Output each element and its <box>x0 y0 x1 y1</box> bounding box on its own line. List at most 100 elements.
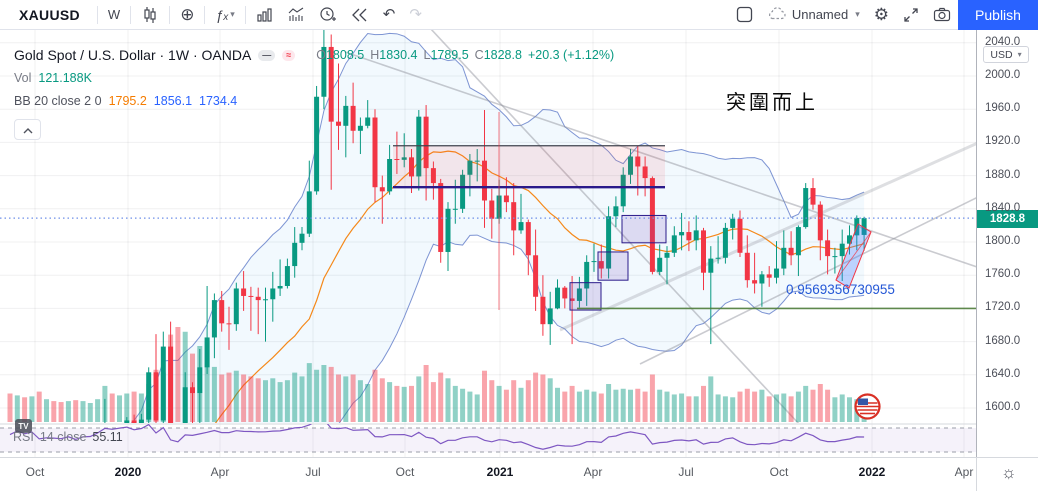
price-tick-label: 1640.0 <box>985 367 1021 380</box>
replay-button[interactable] <box>344 1 376 29</box>
bb-upper-value: 1856.1 <box>153 94 193 108</box>
tradingview-watermark: TV <box>15 419 32 433</box>
ohlc-values: O1808.5 H1830.4 L1789.5 C1828.8 +20.3 (+… <box>316 48 614 62</box>
interval-button[interactable]: W <box>107 7 121 22</box>
time-tick-label: Jul <box>678 465 694 479</box>
candle-style-button[interactable] <box>134 1 166 29</box>
bb-legend[interactable]: BB 20 close 2 0 1795.2 1856.1 1734.4 <box>14 94 237 108</box>
price-tick-label: 2040.0 <box>985 35 1021 48</box>
rsi-label: RSI <box>13 430 34 444</box>
layout-name-label: Unnamed <box>791 7 849 22</box>
high-label: H <box>370 48 380 62</box>
alert-button[interactable] <box>312 1 344 29</box>
us-flag-event-icon[interactable] <box>854 393 881 425</box>
cloud-icon <box>767 6 787 23</box>
chevron-up-icon <box>23 121 33 139</box>
publish-button[interactable]: Publish <box>958 0 1038 30</box>
toolbar-right-group: Unnamed ▾ ⚙ Pub <box>729 0 1038 30</box>
price-tick-label: 1760.0 <box>985 268 1021 281</box>
compare-plus-icon: ⊕ <box>180 5 195 24</box>
gear-icon: ⚙ <box>873 5 889 24</box>
compare-button[interactable]: ⊕ <box>173 1 201 29</box>
indicators-button[interactable]: ƒx ▾ <box>208 1 241 29</box>
fullscreen-button[interactable] <box>896 1 926 29</box>
toolbar-separator <box>130 5 132 24</box>
axis-settings-icon[interactable]: ☼ <box>1001 463 1017 482</box>
redo-icon: ↷ <box>409 6 422 23</box>
open-label: O <box>316 48 326 62</box>
close-label: C <box>474 48 484 62</box>
rsi-params: 14 close <box>39 430 87 444</box>
approx-badge-icon[interactable]: ≈ <box>282 49 296 61</box>
bb-basis-value: 1795.2 <box>108 94 147 108</box>
chart-settings-button[interactable]: ⚙ <box>867 1 896 29</box>
time-tick-label: Apr <box>954 465 974 479</box>
close-value: 1828.8 <box>483 48 522 62</box>
price-tick-label: 1840.0 <box>985 201 1021 214</box>
price-tick-label: 2000.0 <box>985 69 1021 81</box>
chart-canvas[interactable] <box>0 30 976 457</box>
time-axis[interactable]: ☼ Oct 2020 Apr Jul Oct 2021 Apr Jul Oct 2022 Apr <box>0 457 1038 491</box>
axis-corner-separator <box>976 458 977 491</box>
time-tick-label: 2020 <box>114 465 142 479</box>
volume-legend[interactable]: Vol 121.188K <box>14 71 92 85</box>
time-tick-label: Oct <box>769 465 789 479</box>
time-tick-label: Oct <box>395 465 415 479</box>
series-title[interactable]: Gold Spot / U.S. Dollar · 1W · OANDA <box>14 47 252 63</box>
toolbar-separator <box>204 5 206 24</box>
indicator-templates-button[interactable] <box>249 1 280 29</box>
time-tick-label: Oct <box>25 465 45 479</box>
rsi-legend[interactable]: RSI 14 close 55.11 <box>13 430 123 444</box>
price-axis[interactable]: USD ▾ 1828.8 2040.0 2000.0 1960.0 1920.0 188… <box>976 30 1038 457</box>
breakout-text-annotation[interactable]: 突圍而上 <box>726 92 818 114</box>
replay-icon <box>351 8 369 22</box>
snapshot-button[interactable] <box>926 1 958 29</box>
low-label: L <box>423 48 431 62</box>
currency-dropdown[interactable]: USD ▾ <box>983 46 1029 63</box>
symbol-button[interactable]: XAUUSD <box>19 6 80 23</box>
currency-label: USD <box>990 48 1013 61</box>
minus-badge-icon[interactable]: — <box>258 49 276 61</box>
layout-square-icon <box>736 6 753 23</box>
legend-collapse-button[interactable] <box>14 119 41 140</box>
bb-lower-value: 1734.4 <box>199 94 238 108</box>
price-tick-label: 1880.0 <box>985 168 1021 181</box>
rsi-value: 55.11 <box>92 430 123 444</box>
chevron-down-icon: ▾ <box>855 9 860 19</box>
time-tick-label: 2022 <box>858 465 886 479</box>
fib-level-label[interactable]: 0.9569356730955 <box>786 282 895 297</box>
fullscreen-icon <box>903 7 919 23</box>
chevron-down-icon: ▾ <box>230 9 235 19</box>
financials-icon <box>287 7 305 23</box>
price-tick-label: 1800.0 <box>985 235 1021 247</box>
main-series-legend[interactable]: Gold Spot / U.S. Dollar · 1W · OANDA — ≈… <box>14 47 614 63</box>
price-tick-label: 1720.0 <box>985 301 1021 314</box>
price-tick-label: 1960.0 <box>985 102 1021 115</box>
candlestick-icon <box>141 6 159 24</box>
layout-select-button[interactable] <box>729 1 760 29</box>
toolbar-separator <box>244 5 246 24</box>
redo-button[interactable]: ↷ <box>402 1 429 29</box>
top-toolbar: XAUUSD W ⊕ ƒx ▾ <box>0 0 1038 30</box>
camera-icon <box>933 7 951 22</box>
time-tick-label: Jul <box>305 465 321 479</box>
toolbar-separator <box>96 5 98 24</box>
price-tick-label: 1600.0 <box>985 401 1021 413</box>
financials-button[interactable] <box>280 1 312 29</box>
price-tick-label: 1680.0 <box>985 334 1021 347</box>
undo-button[interactable]: ↶ <box>376 1 403 29</box>
chevron-down-icon: ▾ <box>1017 50 1022 59</box>
undo-icon: ↶ <box>382 6 396 23</box>
volume-value: 121.188K <box>38 71 92 85</box>
fx-indicators-icon: ƒx <box>215 6 229 23</box>
change-value: +20.3 (+1.12%) <box>527 48 615 62</box>
layout-name-button[interactable]: Unnamed ▾ <box>760 1 867 29</box>
price-tick-label: 1920.0 <box>985 135 1021 148</box>
time-tick-label: Apr <box>210 465 230 479</box>
low-value: 1789.5 <box>430 48 469 62</box>
alert-clock-icon <box>319 6 337 24</box>
open-value: 1808.5 <box>325 48 365 62</box>
high-value: 1830.4 <box>379 48 418 62</box>
last-price-badge: 1828.8 <box>977 210 1038 228</box>
